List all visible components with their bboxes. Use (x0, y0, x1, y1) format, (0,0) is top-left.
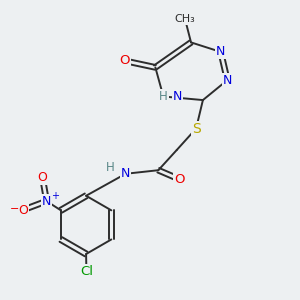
Text: +: + (51, 191, 59, 201)
Text: N: N (216, 45, 225, 58)
Text: O: O (18, 203, 28, 217)
Text: O: O (174, 172, 184, 186)
Text: N: N (121, 167, 130, 180)
Text: N: N (223, 74, 232, 87)
Text: O: O (38, 171, 47, 184)
Text: N: N (173, 90, 182, 103)
Text: S: S (192, 122, 200, 136)
Text: CH₃: CH₃ (175, 14, 195, 24)
Text: −: − (10, 204, 19, 214)
Text: O: O (119, 54, 130, 67)
Text: N: N (42, 195, 51, 208)
Text: H: H (159, 90, 168, 103)
Text: H: H (106, 161, 115, 174)
Text: Cl: Cl (80, 265, 93, 278)
